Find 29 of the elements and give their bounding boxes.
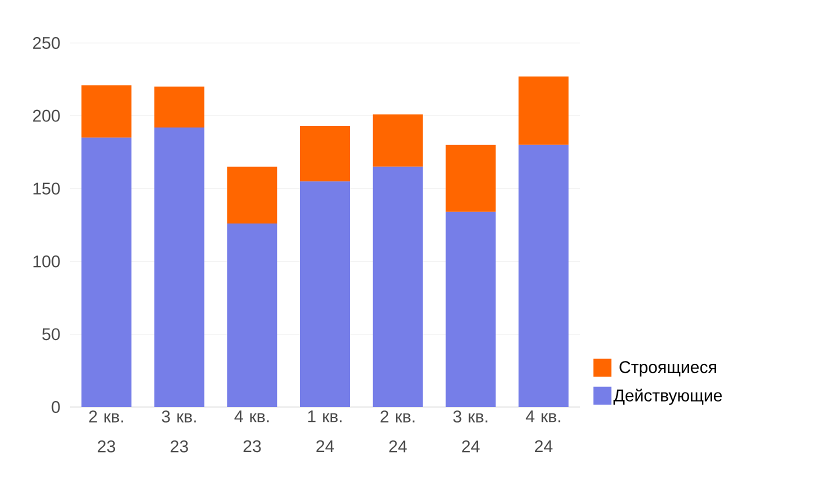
- bar: [300, 126, 350, 182]
- legend-label: Действующие: [614, 388, 722, 405]
- bar: [372, 114, 423, 167]
- bar: [372, 166, 423, 407]
- y-tick-label: 200: [33, 110, 60, 122]
- y-tick-label: 150: [34, 182, 60, 195]
- bar: [446, 212, 496, 407]
- x-tick-label: 3 кв. 24: [453, 410, 488, 452]
- bar: [227, 224, 278, 407]
- bar: [300, 181, 350, 407]
- bar: [81, 138, 132, 407]
- bar: [81, 85, 132, 138]
- x-tick-label: 3 кв. 23: [162, 410, 196, 452]
- x-tick-label: 2 кв. 24: [380, 410, 414, 452]
- bar: [227, 166, 278, 224]
- bar: [518, 76, 569, 145]
- y-tick-label: 100: [34, 255, 60, 268]
- legend-label: Строящиеся: [620, 361, 716, 376]
- y-tick-label: 0: [52, 401, 60, 413]
- bar: [446, 144, 496, 212]
- x-tick-label: 4 кв. 24: [526, 410, 560, 452]
- bar: [518, 144, 569, 407]
- y-tick-label: 250: [33, 37, 60, 49]
- y-tick-label: 50: [42, 328, 60, 340]
- bar: [154, 86, 204, 128]
- bar: [154, 127, 204, 407]
- x-tick-label: 4 кв. 23: [234, 410, 269, 452]
- x-tick-label: 1 кв. 24: [308, 410, 342, 452]
- x-tick-label: 2 кв. 23: [89, 410, 123, 452]
